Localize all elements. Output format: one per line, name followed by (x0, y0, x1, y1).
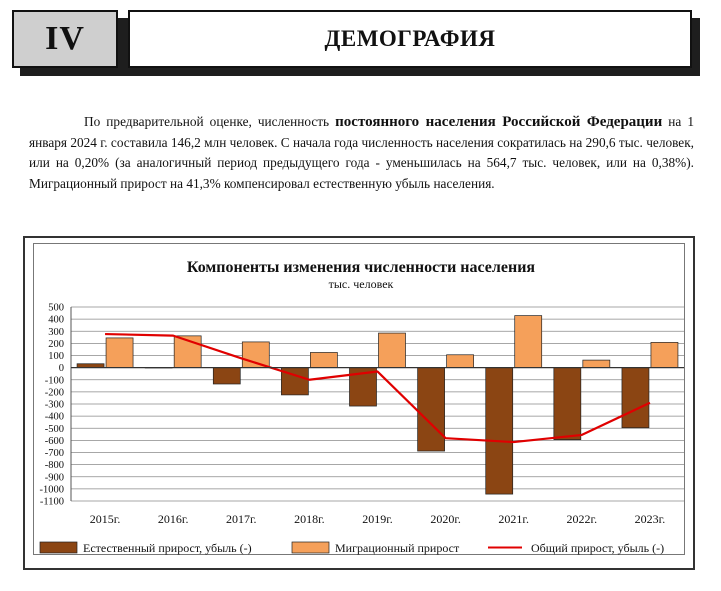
y-tick-label: 200 (48, 339, 64, 350)
migration-bar (446, 354, 474, 368)
x-tick-label: 2017г. (226, 512, 257, 526)
x-tick-label: 2020г. (430, 512, 461, 526)
y-tick-label: -400 (45, 412, 64, 423)
y-tick-label: -300 (45, 400, 64, 411)
paragraph-bold-text: постоянного населения Российской Федерац… (335, 114, 663, 130)
x-tick-label: 2015г. (90, 512, 121, 526)
migration-bar (582, 359, 611, 368)
chart-subtitle: тыс. человек (329, 277, 394, 291)
y-tick-label: -100 (45, 375, 64, 386)
section-number: IV (12, 10, 118, 68)
y-tick-label: -200 (45, 387, 64, 398)
y-tick-label: 400 (48, 315, 64, 326)
chart-bars (76, 315, 679, 495)
x-tick-label: 2023г. (635, 512, 666, 526)
intro-paragraph: По предварительной оценке, численность п… (29, 112, 694, 194)
legend-swatch (291, 541, 330, 554)
section-header: IV ДЕМОГРАФИЯ (12, 10, 700, 76)
legend-label: Миграционный прирост (335, 541, 460, 555)
natural-change-bar (553, 367, 582, 440)
migration-bar (378, 332, 406, 368)
y-tick-label: -500 (45, 424, 64, 435)
y-tick-label: -600 (45, 436, 64, 447)
legend-swatch (39, 541, 78, 554)
natural-change-bar (485, 367, 514, 495)
y-tick-label: -700 (45, 448, 64, 459)
x-tick-label: 2019г. (362, 512, 393, 526)
chart-gridlines (71, 306, 684, 502)
paragraph-text-2: на 1 января 2024 г. составила 146,2 млн … (29, 114, 695, 191)
legend-label: Общий прирост, убыль (-) (531, 541, 664, 555)
migration-bar (514, 315, 543, 368)
total-change-line (105, 332, 651, 444)
x-tick-label: 2022г. (567, 512, 598, 526)
y-tick-label: -900 (45, 472, 64, 483)
y-tick-label: 500 (48, 303, 64, 314)
chart-legend: Естественный прирост, убыль (-) Миграцион… (39, 541, 664, 555)
migration-bar (310, 352, 338, 368)
y-tick-label: 0 (59, 363, 64, 374)
section-title: ДЕМОГРАФИЯ (128, 10, 692, 68)
y-tick-label: 100 (48, 351, 64, 362)
legend-label: Естественный прирост, убыль (-) (83, 541, 252, 555)
migration-bar (105, 337, 134, 368)
chart-total-line (105, 332, 651, 444)
paragraph-text-1: По предварительной оценке, численность (84, 114, 336, 129)
x-tick-label: 2018г. (294, 512, 325, 526)
natural-change-bar (621, 367, 650, 429)
y-tick-label: -1100 (40, 497, 64, 508)
chart-inner-frame (33, 243, 685, 555)
x-axis: 2015г. 2016г. 2017г. 2018г. 2019г. 2020г. 2021… (71, 367, 684, 526)
y-tick-label: 300 (48, 327, 64, 338)
chart-title: Компоненты изменения численности населен… (187, 259, 536, 276)
y-tick-label: -1000 (40, 484, 65, 495)
natural-change-bar (212, 367, 241, 385)
x-tick-label: 2021г. (498, 512, 529, 526)
chart-frame (23, 236, 695, 570)
x-tick-label: 2016г. (158, 512, 189, 526)
y-tick-label: -800 (45, 460, 64, 471)
migration-bar (650, 342, 679, 368)
natural-change-bar (417, 367, 445, 452)
